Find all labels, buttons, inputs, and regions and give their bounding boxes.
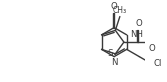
- Text: O: O: [111, 2, 118, 11]
- Text: S: S: [108, 49, 113, 58]
- Text: CH₃: CH₃: [113, 6, 127, 15]
- Text: NH: NH: [130, 30, 143, 39]
- Text: O: O: [135, 19, 142, 28]
- Text: Cl: Cl: [154, 59, 162, 68]
- Text: O: O: [148, 44, 155, 53]
- Text: N: N: [111, 58, 117, 67]
